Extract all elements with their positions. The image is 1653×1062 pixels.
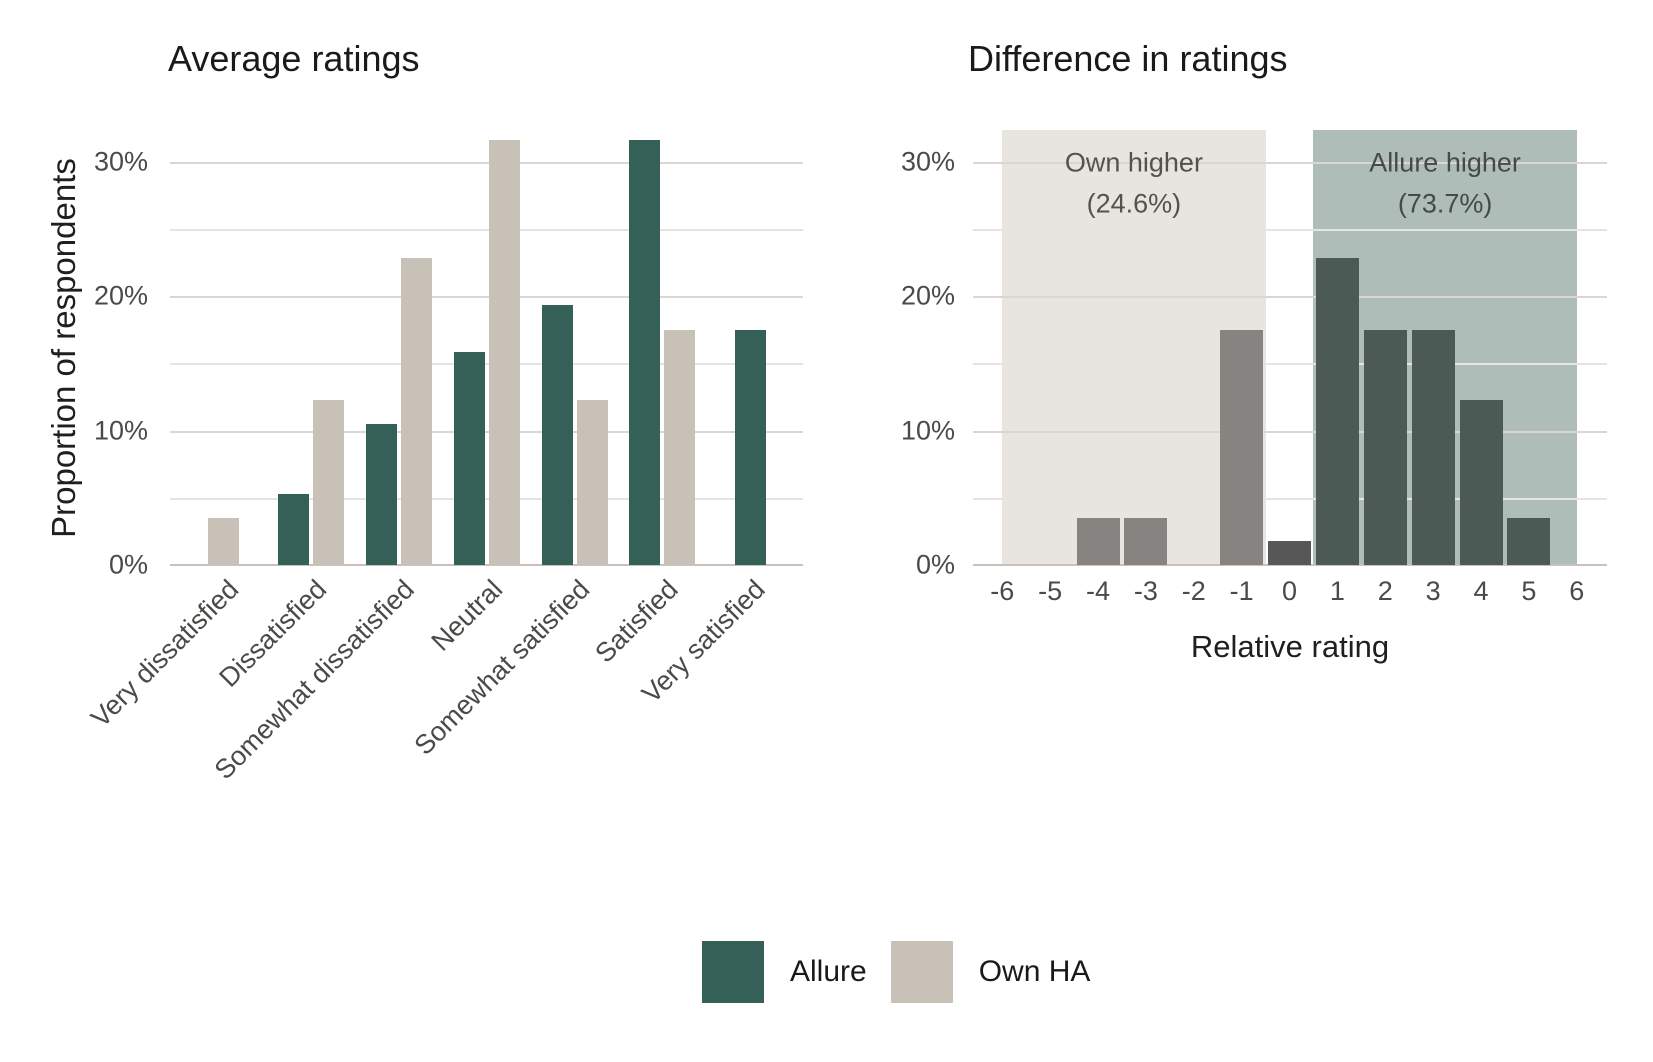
right-x-tick-label: -5 [1038,576,1063,606]
right-x-tick-label: 0 [1281,576,1298,606]
right-bar-diff [1124,517,1168,565]
left-x-category-text: Neutral [425,574,508,657]
annotation-allure-higher-label: Allure higher [1369,147,1521,178]
right-bar-diff [1411,329,1455,565]
left-x-category-text: Very dissatisfied [85,574,245,734]
right-x-tick-label: 5 [1521,576,1537,606]
right-y-tick-label: 20% [900,280,955,311]
right-grid-major [973,161,1607,164]
right-x-axis-line [973,564,1607,566]
right-bar-diff [1507,517,1551,565]
left-y-tick-label: 20% [93,280,148,311]
legend-swatch [890,941,953,1003]
legend: Allure Own HA [702,941,1090,1003]
left-bar-allure [453,352,485,565]
left-bar-own-ha [576,399,608,565]
left-grid-major [170,430,803,433]
right-bar-diff [1363,329,1407,565]
right-grid-minor [973,363,1607,366]
right-grid-minor [973,497,1607,500]
right-bar-diff [1220,329,1264,565]
right-x-axis-title: Relative rating [1190,629,1390,664]
right-x-tick-label: -1 [1229,576,1254,606]
annotation-own-higher-label: Own higher [1064,147,1203,178]
left-bar-own-ha [664,329,696,565]
right-y-tick-label: 10% [900,415,955,445]
right-y-tick-label: 30% [900,146,955,176]
right-bar-diff [1459,399,1503,565]
right-x-tick-label: -4 [1085,576,1111,606]
legend-item-allure: Allure [702,941,867,1003]
left-bar-own-ha [313,399,345,565]
left-bar-own-ha [488,139,520,565]
legend-swatch [702,941,764,1003]
left-bar-allure [734,329,766,565]
left-bar-own-ha [208,517,239,565]
right-x-tick-label: -3 [1133,576,1158,606]
legend-item-own-ha: Own HA [890,941,1091,1003]
right-bar-diff [1076,517,1120,565]
right-bar-diff [1315,258,1359,565]
left-y-axis-title: Proportion of respondents [45,158,82,538]
right-x-tick-label: 4 [1473,576,1489,606]
left-bar-allure [366,423,397,565]
right-grid-major [973,296,1607,298]
legend-label: Own HA [978,955,1091,988]
left-bar-own-ha [401,258,432,565]
left-y-tick-label: 30% [93,146,148,176]
annotation-allure-higher-pct: (73.7%) [1397,188,1493,219]
left-grid-major [170,296,803,298]
right-x-tick-label: 6 [1569,576,1585,606]
left-bar-allure [541,305,573,565]
left-bar-allure [629,139,661,565]
left-x-axis-line [170,564,803,566]
right-x-tick-label: 3 [1425,576,1441,606]
right-x-tick-label: 1 [1329,576,1345,606]
legend-label: Allure [790,955,867,988]
right-x-tick-label: 2 [1377,576,1393,606]
right-bar-diff [1268,540,1311,565]
right-grid-minor [973,228,1607,231]
annotation-own-higher-pct: (24.6%) [1086,188,1182,219]
left-grid-minor [170,228,803,231]
left-grid-minor [170,363,803,366]
right-chart-title: Difference in ratings [968,38,1288,79]
right-x-tick-label: -2 [1181,576,1206,606]
right-y-tick-label: 0% [915,549,955,580]
left-y-tick-label: 10% [93,415,148,445]
left-chart-title: Average ratings [168,38,420,79]
left-grid-major [170,161,803,164]
left-grid-minor [170,497,803,500]
left-bar-allure [278,493,310,565]
left-y-tick-label: 0% [108,549,148,580]
right-x-tick-label: -6 [990,576,1015,606]
right-grid-major [973,430,1607,433]
